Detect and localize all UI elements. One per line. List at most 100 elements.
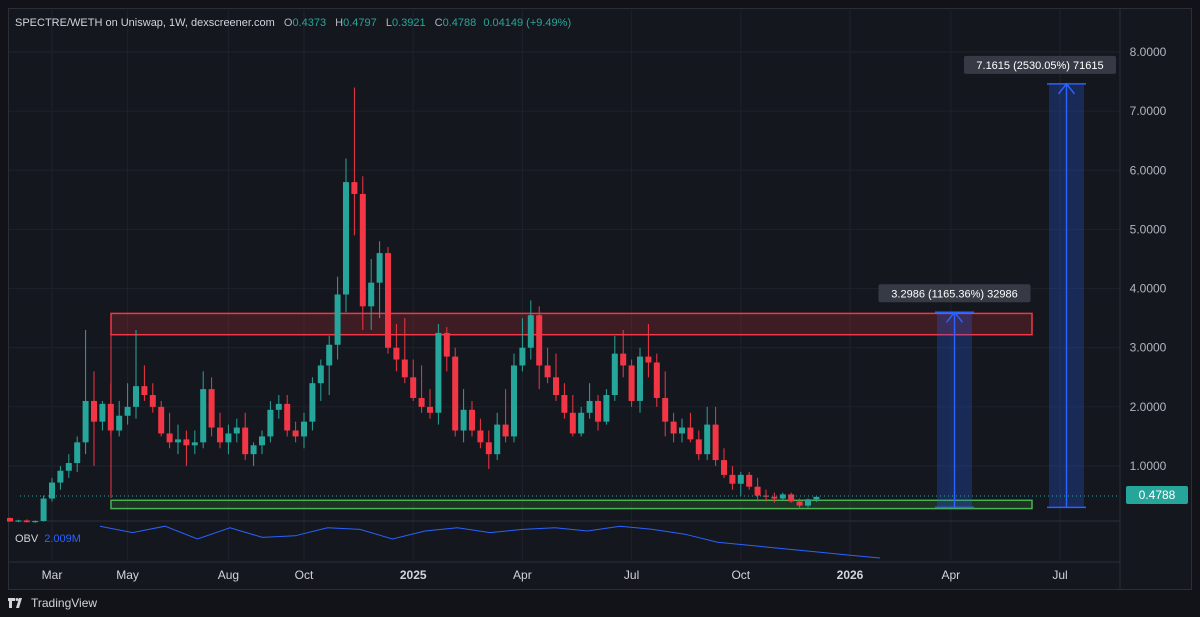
x-tick-label: Apr xyxy=(941,568,960,582)
y-tick-label: 3.0000 xyxy=(1130,341,1167,355)
candle-body xyxy=(284,403,291,431)
candle-body xyxy=(788,494,795,502)
candle-body xyxy=(687,427,694,440)
candle-body xyxy=(721,460,727,475)
candle-body xyxy=(519,347,526,366)
candle-body xyxy=(763,495,769,497)
candle-body xyxy=(82,400,89,443)
y-tick-label: 6.0000 xyxy=(1130,163,1167,177)
candle-body xyxy=(250,445,257,455)
candle-body xyxy=(124,406,131,416)
candle-body xyxy=(645,356,652,363)
close-label: C xyxy=(434,17,443,29)
change-value: 0.04149 (+9.49%) xyxy=(483,17,572,29)
price-tag-text: 0.4788 xyxy=(1139,488,1176,502)
candle-body xyxy=(334,294,341,345)
y-tick-label: 8.0000 xyxy=(1130,45,1167,59)
candle-body xyxy=(704,424,711,455)
candle-body xyxy=(40,498,47,522)
x-tick-label: 2025 xyxy=(400,568,427,582)
candle-body xyxy=(359,193,366,307)
candle-body xyxy=(410,377,417,398)
candle-body xyxy=(511,365,517,437)
high-label: H xyxy=(335,17,344,29)
candle-body xyxy=(418,397,425,407)
candle-body xyxy=(158,406,165,434)
candle-body xyxy=(368,282,375,307)
candle-body xyxy=(208,389,215,428)
candle-body xyxy=(7,518,13,522)
symbol-legend: SPECTRE/WETH on Uniswap, 1W, dexscreener… xyxy=(15,17,571,29)
candle-body xyxy=(653,362,660,398)
measure-label-bg xyxy=(964,55,1116,74)
candle-body xyxy=(275,403,282,410)
candle-body xyxy=(401,359,408,378)
x-tick-label: Oct xyxy=(731,568,750,582)
x-axis: Mar May Aug Oct 2025 Apr Jul Oct 2026 Apr Jul xyxy=(42,568,1068,582)
measure-label-bg xyxy=(878,284,1031,303)
candle-body xyxy=(259,436,265,446)
candle-body xyxy=(23,520,30,523)
tradingview-icon xyxy=(8,598,22,608)
x-tick-label: May xyxy=(116,568,139,582)
tradingview-logo[interactable]: TradingView xyxy=(8,596,97,610)
candle-body xyxy=(553,377,559,396)
candle-body xyxy=(544,365,551,378)
low-label: L xyxy=(385,17,392,29)
candle-body xyxy=(729,474,736,484)
candle-body xyxy=(443,332,450,357)
candle-body xyxy=(217,427,223,443)
candle-body xyxy=(805,499,811,506)
candle-body xyxy=(813,496,820,500)
open-value: 0.4373 xyxy=(292,17,327,29)
candle-body xyxy=(603,395,610,422)
candle-body xyxy=(460,409,467,431)
candle-body xyxy=(662,397,669,422)
candle-body xyxy=(385,253,391,348)
candle-body xyxy=(351,182,358,194)
candle-body xyxy=(267,409,274,437)
candle-body xyxy=(712,424,719,461)
x-tick-label: Apr xyxy=(513,568,532,582)
candle-body xyxy=(32,521,39,523)
candle-body xyxy=(796,501,803,506)
candle-body xyxy=(737,474,744,484)
candle-body xyxy=(233,427,240,434)
candle-body xyxy=(191,442,198,446)
symbol-title: SPECTRE/WETH on Uniswap, 1W, dexscreener… xyxy=(15,17,275,29)
obv-label: OBV xyxy=(15,533,39,545)
candle-body xyxy=(309,383,316,422)
candle-body xyxy=(376,253,383,283)
candle-body xyxy=(670,421,677,434)
candle-body xyxy=(527,315,534,348)
candle-body xyxy=(746,474,753,487)
x-tick-label: 2026 xyxy=(837,568,864,582)
candle-body xyxy=(628,365,635,401)
resistance-zone xyxy=(110,312,1033,336)
candle-body xyxy=(116,415,123,431)
candle-body xyxy=(200,389,207,443)
candle-body xyxy=(485,442,492,455)
candle-body xyxy=(695,439,702,455)
candle-body xyxy=(326,344,333,366)
low-value: 0.3921 xyxy=(391,17,426,29)
high-value: 0.4797 xyxy=(343,17,377,29)
candle-body xyxy=(91,400,97,422)
x-tick-label: Oct xyxy=(295,568,314,582)
candle-body xyxy=(427,406,433,413)
candle-body xyxy=(569,412,576,434)
candle-body xyxy=(225,433,232,443)
candle-body xyxy=(301,421,307,437)
measure-label: 7.1615 (2530.05%) 71615 xyxy=(976,60,1103,72)
grid-lines xyxy=(9,9,1121,589)
candle-body xyxy=(65,463,72,471)
open-label: O xyxy=(283,17,293,29)
obv-line xyxy=(99,525,881,559)
candle-body xyxy=(611,353,618,396)
candle-body xyxy=(595,400,601,422)
candle-body xyxy=(494,424,501,455)
candle-body xyxy=(149,395,156,407)
candle-body xyxy=(107,403,114,431)
candle-body xyxy=(242,427,249,455)
